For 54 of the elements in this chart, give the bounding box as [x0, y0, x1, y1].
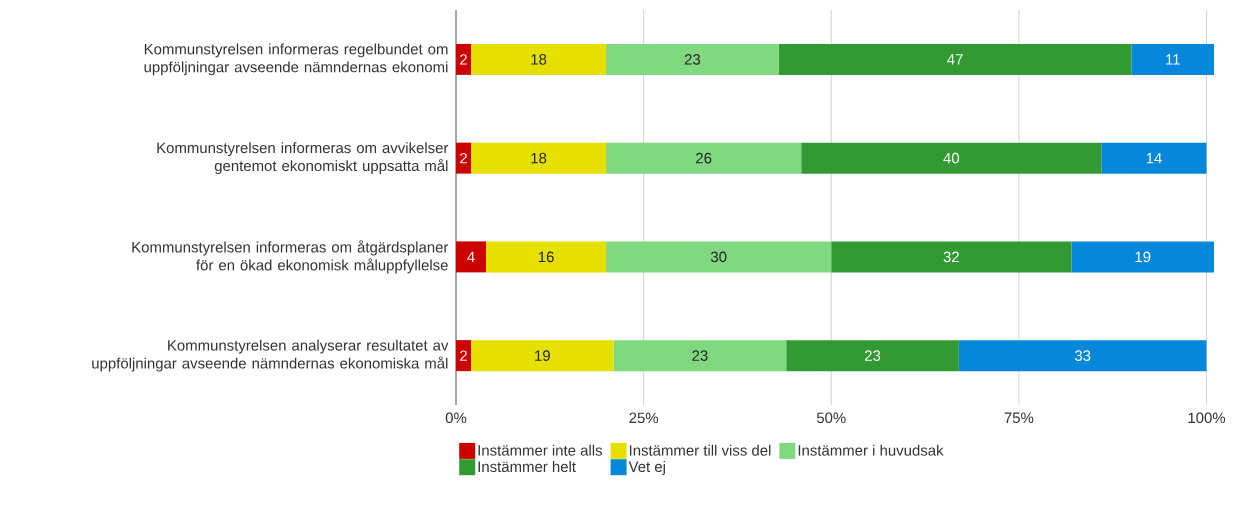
bar — [471, 340, 614, 372]
x-tick-label: 75% — [1004, 412, 1034, 424]
data-label: 2 — [460, 54, 467, 65]
data-label: 14 — [1146, 152, 1162, 164]
data-label: 2 — [460, 152, 467, 164]
data-label: 40 — [943, 152, 960, 164]
bar — [606, 241, 832, 273]
bar — [456, 43, 472, 75]
bar — [456, 142, 472, 174]
data-label: 23 — [692, 350, 708, 361]
bar — [613, 340, 787, 372]
bar — [486, 241, 607, 273]
bar — [786, 340, 959, 372]
x-tick-label: 100% — [1188, 412, 1226, 424]
data-label: 19 — [535, 350, 550, 361]
bar — [606, 142, 802, 174]
data-label: 2 — [460, 350, 467, 361]
bar — [958, 340, 1207, 372]
legend-label: Vet ej — [628, 461, 665, 475]
data-label: 18 — [531, 54, 547, 65]
data-label: 4 — [467, 251, 475, 263]
data-label: 19 — [1135, 251, 1151, 263]
x-tick-label: 0% — [445, 412, 467, 424]
bar — [471, 43, 607, 75]
data-label: 26 — [696, 152, 712, 164]
y-tick-label: Kommunstyrelsen informeras om avvikelser gentemot ekonomiskt uppsatta mål — [157, 142, 449, 175]
x-tick-label: 25% — [629, 412, 659, 424]
bar — [831, 241, 1072, 273]
bar — [1131, 43, 1215, 75]
bar — [606, 43, 779, 75]
data-label: 33 — [1074, 350, 1091, 361]
y-tick-label: Kommunstyrelsen analyserar resultatet av uppföljningar avseende nämndernas ekonomiska mål — [92, 339, 449, 372]
data-label: 18 — [531, 152, 547, 164]
data-label: 16 — [538, 251, 554, 263]
legend-label: Instämmer till viss del — [629, 444, 771, 456]
legend-label: Instämmer i huvudsak — [798, 444, 944, 456]
data-label: 23 — [684, 54, 701, 65]
y-tick-label: Kommunstyrelsen informeras om åtgärdsplaner för en ökad ekonomisk måluppfyllelse — [132, 240, 449, 274]
bar — [456, 241, 487, 273]
bar — [471, 142, 607, 174]
bar — [1071, 241, 1215, 273]
data-label: 30 — [710, 251, 727, 263]
data-label: 32 — [943, 251, 959, 263]
bar — [778, 43, 1132, 75]
data-label: 47 — [947, 54, 963, 65]
bar — [801, 142, 1102, 174]
y-tick-label: Kommunstyrelsen informeras regelbundet om uppföljningar avseende nämndernas ekonomi — [144, 43, 448, 76]
data-label: 11 — [1166, 54, 1180, 65]
data-label: 23 — [864, 350, 881, 361]
legend-label: Instämmer helt — [478, 461, 576, 473]
legend-label: Instämmer inte alls — [478, 444, 603, 456]
x-tick-label: 50% — [816, 412, 846, 424]
bar — [1101, 142, 1207, 174]
bar — [456, 340, 472, 372]
